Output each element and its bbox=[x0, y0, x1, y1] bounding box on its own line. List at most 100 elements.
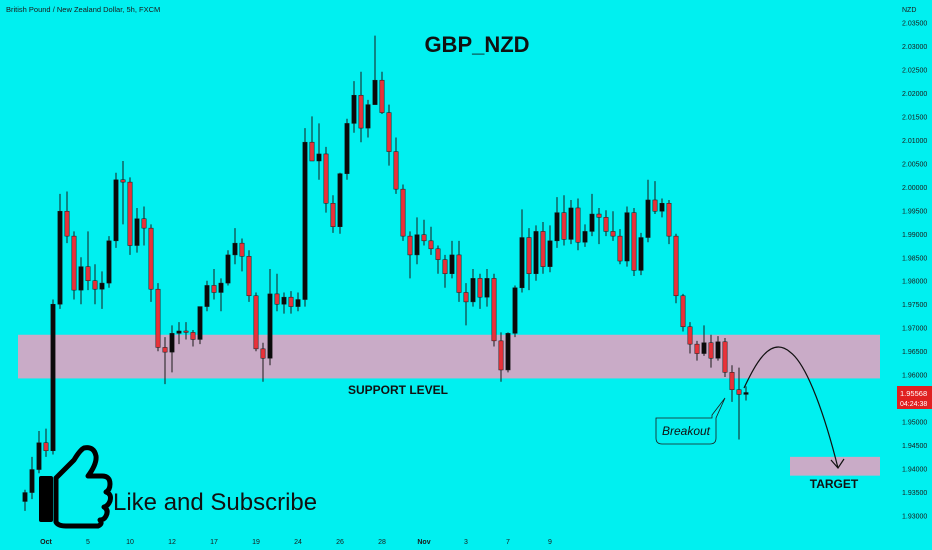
candle[interactable] bbox=[50, 299, 56, 455]
candle[interactable] bbox=[267, 269, 273, 366]
candle[interactable] bbox=[652, 181, 658, 215]
candle[interactable] bbox=[134, 207, 140, 253]
candles-layer[interactable] bbox=[22, 35, 749, 511]
candle[interactable] bbox=[407, 231, 413, 279]
candle[interactable] bbox=[211, 269, 217, 300]
candle[interactable] bbox=[351, 81, 357, 133]
candle[interactable] bbox=[582, 224, 588, 247]
candle[interactable] bbox=[435, 245, 441, 274]
candle[interactable] bbox=[99, 271, 105, 309]
candle[interactable] bbox=[57, 193, 63, 309]
candle[interactable] bbox=[43, 428, 49, 457]
price-scale[interactable]: NZD 2.03500 2.03000 2.02500 2.02000 2.01500 2… bbox=[902, 7, 927, 521]
candle[interactable] bbox=[470, 269, 476, 307]
candle[interactable] bbox=[29, 456, 35, 500]
candle[interactable] bbox=[414, 217, 420, 265]
candle[interactable] bbox=[449, 240, 455, 279]
candle[interactable] bbox=[666, 199, 672, 245]
candle[interactable] bbox=[491, 273, 497, 347]
candle[interactable] bbox=[547, 225, 553, 273]
candle[interactable] bbox=[64, 191, 70, 244]
candle[interactable] bbox=[526, 228, 532, 291]
candle[interactable] bbox=[274, 273, 280, 312]
candle[interactable] bbox=[204, 280, 210, 312]
candle[interactable] bbox=[561, 195, 567, 246]
time-scale[interactable]: Oct 5 10 12 17 19 24 26 28 Nov 3 7 9 bbox=[40, 539, 552, 546]
candle[interactable] bbox=[505, 332, 511, 373]
candle[interactable] bbox=[708, 334, 714, 368]
candle[interactable] bbox=[358, 71, 364, 143]
candle[interactable] bbox=[715, 336, 721, 361]
candle[interactable] bbox=[484, 269, 490, 307]
candle[interactable] bbox=[78, 257, 84, 305]
candle[interactable] bbox=[330, 195, 336, 233]
candle[interactable] bbox=[260, 342, 266, 382]
candle[interactable] bbox=[176, 322, 182, 345]
candle[interactable] bbox=[36, 431, 42, 474]
candle[interactable] bbox=[589, 193, 595, 237]
candle[interactable] bbox=[498, 332, 504, 382]
candle[interactable] bbox=[197, 306, 203, 345]
candle[interactable] bbox=[512, 285, 518, 338]
candle[interactable] bbox=[631, 207, 637, 277]
candle[interactable] bbox=[463, 283, 469, 326]
candle[interactable] bbox=[596, 207, 602, 245]
candle[interactable] bbox=[386, 104, 392, 166]
candle[interactable] bbox=[428, 226, 434, 255]
candle[interactable] bbox=[281, 292, 287, 314]
candle[interactable] bbox=[323, 146, 329, 213]
candle[interactable] bbox=[155, 283, 161, 352]
candle[interactable] bbox=[610, 211, 616, 241]
candle[interactable] bbox=[239, 238, 245, 272]
candle[interactable] bbox=[743, 386, 749, 401]
candle[interactable] bbox=[253, 292, 259, 352]
candle[interactable] bbox=[540, 222, 546, 274]
candle[interactable] bbox=[183, 322, 189, 340]
candle[interactable] bbox=[225, 250, 231, 286]
candle[interactable] bbox=[232, 228, 238, 265]
candle[interactable] bbox=[617, 229, 623, 265]
candle[interactable] bbox=[141, 206, 147, 246]
candle[interactable] bbox=[694, 340, 700, 361]
candle[interactable] bbox=[162, 337, 168, 385]
candle[interactable] bbox=[344, 118, 350, 180]
candle[interactable] bbox=[575, 198, 581, 251]
candle[interactable] bbox=[246, 250, 252, 302]
candle[interactable] bbox=[309, 116, 315, 162]
candle[interactable] bbox=[722, 338, 728, 378]
candle[interactable] bbox=[659, 198, 665, 218]
candle[interactable] bbox=[113, 172, 119, 248]
candle[interactable] bbox=[533, 225, 539, 281]
candle[interactable] bbox=[106, 236, 112, 288]
candle[interactable] bbox=[379, 71, 385, 115]
candle[interactable] bbox=[218, 278, 224, 312]
candle[interactable] bbox=[603, 210, 609, 237]
candle[interactable] bbox=[302, 128, 308, 307]
candle[interactable] bbox=[729, 365, 735, 402]
candle[interactable] bbox=[624, 206, 630, 267]
candle[interactable] bbox=[687, 322, 693, 354]
candle[interactable] bbox=[519, 209, 525, 293]
candle[interactable] bbox=[365, 99, 371, 138]
candle[interactable] bbox=[22, 489, 28, 511]
candle[interactable] bbox=[92, 264, 98, 305]
candle[interactable] bbox=[190, 330, 196, 347]
candle[interactable] bbox=[71, 231, 77, 300]
candle[interactable] bbox=[372, 35, 378, 105]
candle[interactable] bbox=[736, 367, 742, 440]
candle[interactable] bbox=[148, 224, 154, 302]
candle[interactable] bbox=[400, 184, 406, 241]
candle[interactable] bbox=[701, 325, 707, 356]
candle[interactable] bbox=[295, 292, 301, 312]
candle[interactable] bbox=[421, 219, 427, 246]
candle[interactable] bbox=[645, 179, 651, 243]
candle[interactable] bbox=[169, 325, 175, 373]
candle[interactable] bbox=[316, 123, 322, 180]
candle[interactable] bbox=[456, 240, 462, 302]
candle[interactable] bbox=[568, 199, 574, 245]
candle[interactable] bbox=[127, 177, 133, 255]
candle[interactable] bbox=[337, 172, 343, 234]
candle[interactable] bbox=[85, 231, 91, 291]
candle[interactable] bbox=[680, 293, 686, 332]
candle[interactable] bbox=[442, 254, 448, 288]
